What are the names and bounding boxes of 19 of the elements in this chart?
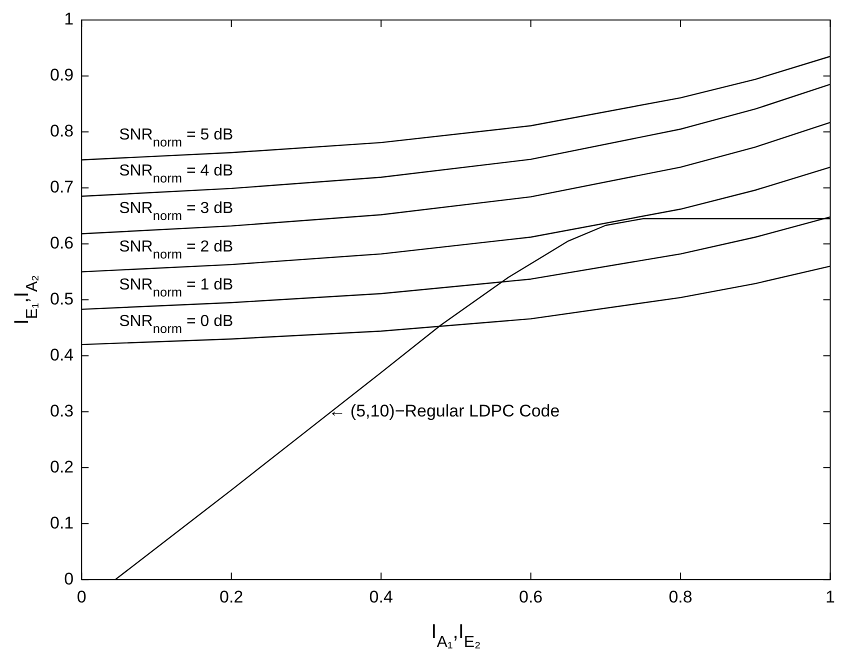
x-tick-label: 0.8 — [668, 587, 692, 606]
x-tick-label: 0.6 — [518, 587, 543, 606]
y-tick-label: 0.9 — [50, 66, 74, 85]
y-tick-label: 0.4 — [50, 345, 74, 364]
x-tick-label: 0.4 — [369, 587, 393, 606]
annotation: ← (5,10)−Regular LDPC Code — [328, 401, 560, 420]
x-tick-label: 1 — [826, 587, 836, 606]
y-tick-label: 0.8 — [50, 122, 74, 141]
y-tick-label: 0.1 — [50, 513, 74, 532]
y-tick-label: 0.2 — [50, 457, 74, 476]
y-tick-label: 0.5 — [50, 289, 74, 308]
x-tick-label: 0.2 — [220, 587, 244, 606]
y-tick-label: 0.6 — [50, 234, 74, 253]
y-tick-label: 1 — [64, 10, 74, 29]
x-tick-label: 0 — [76, 587, 86, 606]
y-tick-label: 0.7 — [50, 178, 74, 197]
y-tick-label: 0.3 — [50, 401, 74, 420]
y-tick-label: 0 — [64, 569, 74, 588]
y-axis-title: IE₁,IA₂ — [11, 274, 41, 325]
